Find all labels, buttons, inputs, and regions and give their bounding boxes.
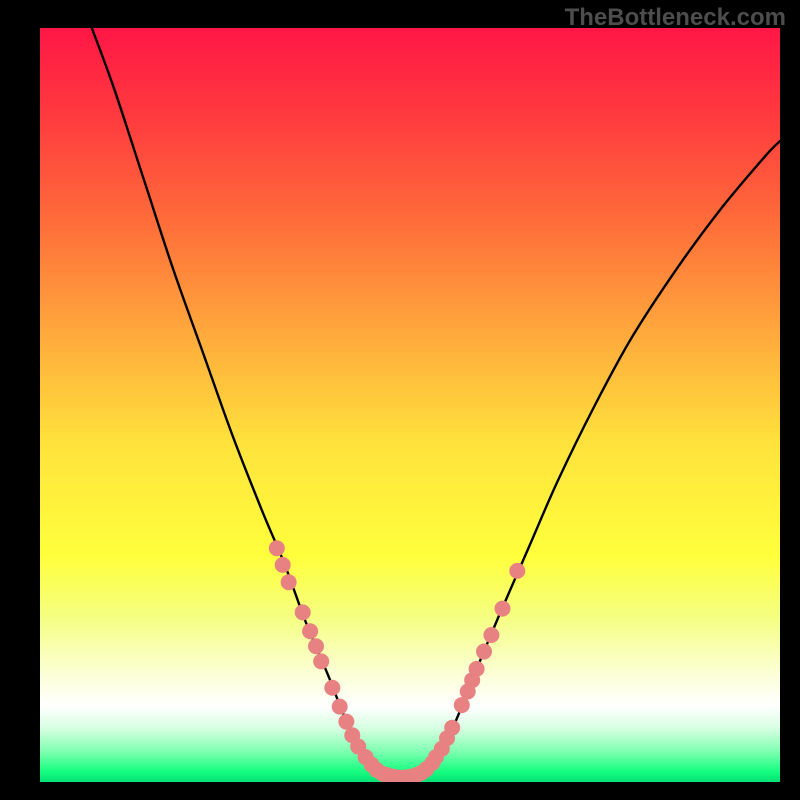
data-marker (295, 605, 310, 620)
data-marker (445, 720, 460, 735)
chart-svg (0, 0, 800, 800)
data-marker (325, 680, 340, 695)
plot-background (40, 28, 780, 782)
data-marker (484, 627, 499, 642)
data-marker (314, 654, 329, 669)
data-marker (454, 698, 469, 713)
data-marker (477, 644, 492, 659)
data-marker (510, 563, 525, 578)
chart-stage: TheBottleneck.com (0, 0, 800, 800)
data-marker (309, 639, 324, 654)
data-marker (275, 557, 290, 572)
data-marker (339, 714, 354, 729)
data-marker (332, 699, 347, 714)
data-marker (495, 601, 510, 616)
data-marker (281, 575, 296, 590)
data-marker (269, 541, 284, 556)
data-marker (303, 624, 318, 639)
data-marker (469, 661, 484, 676)
watermark-text: TheBottleneck.com (565, 4, 786, 32)
